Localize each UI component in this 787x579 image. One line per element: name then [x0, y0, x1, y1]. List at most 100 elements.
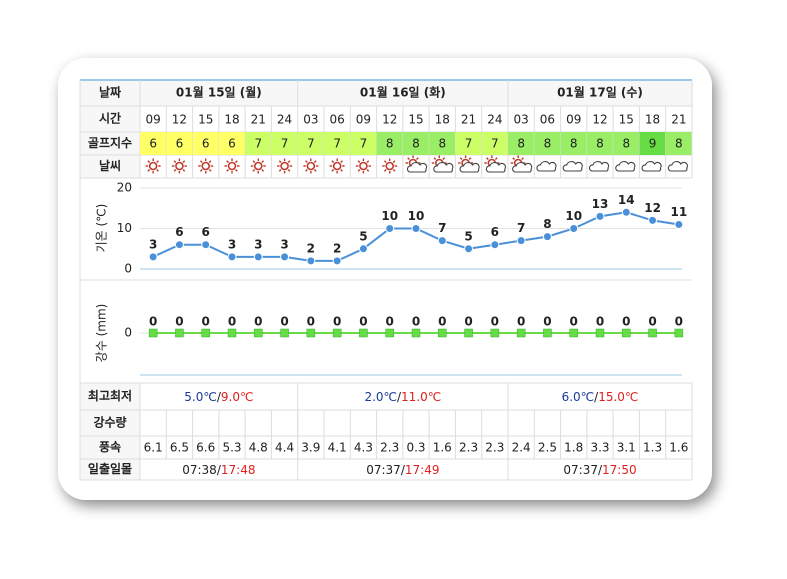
sun-ray	[357, 160, 361, 163]
day-label: 01월 15일 (월)	[176, 85, 262, 100]
time: 12	[172, 113, 187, 127]
weather-icon	[431, 155, 454, 173]
y-tick-label: 0	[124, 326, 132, 340]
max-temp: 6.0℃	[562, 390, 595, 404]
time: 18	[435, 113, 450, 127]
sun-ray	[226, 169, 229, 172]
sun-ray	[226, 160, 229, 163]
cloud-icon	[615, 161, 636, 172]
point	[411, 224, 421, 233]
point	[148, 252, 158, 262]
wind: 2.5	[538, 441, 557, 455]
sun-icon	[385, 161, 395, 171]
min-max: 2.0℃/11.0℃	[364, 390, 441, 404]
point	[674, 328, 684, 338]
separator: /	[594, 390, 599, 404]
point	[306, 328, 316, 338]
cloud-icon	[459, 162, 480, 173]
data-label: 3	[228, 237, 236, 251]
wind: 0.3	[406, 441, 425, 455]
wind: 3.1	[617, 441, 636, 455]
max-temp: 5.0℃	[184, 390, 217, 404]
sun-icon	[148, 161, 158, 171]
wind: 3.3	[590, 441, 609, 455]
golf-index: 8	[386, 137, 394, 151]
golf-index: 8	[412, 137, 420, 151]
point	[569, 328, 578, 338]
wind: 4.4	[275, 441, 294, 455]
point	[175, 328, 184, 338]
golf-index: 7	[465, 137, 473, 151]
sun-ray	[287, 169, 291, 172]
separator: /	[401, 463, 406, 477]
golf-index: 8	[570, 137, 578, 151]
sun-ray	[208, 169, 212, 172]
weather-icon	[382, 158, 398, 174]
sun-ray	[392, 169, 396, 172]
data-label: 5	[464, 229, 472, 243]
point	[516, 236, 526, 246]
weather-icon	[588, 161, 610, 172]
sunset: 17:50	[602, 463, 637, 477]
sun-icon	[175, 161, 184, 171]
weather-icon	[224, 158, 240, 174]
weather-icon	[198, 158, 214, 174]
sun-ray	[199, 160, 203, 163]
point	[306, 256, 316, 266]
time: 06	[330, 113, 345, 127]
sun-ray	[182, 169, 186, 172]
row-label: 골프지수	[88, 135, 132, 150]
data-label: 0	[412, 315, 420, 329]
day-label: 01월 16일 (화)	[360, 85, 446, 100]
point	[490, 328, 500, 338]
sun-times: 07:37/17:50	[563, 463, 636, 477]
cloud-icon	[536, 161, 557, 172]
sun-ray	[235, 160, 238, 163]
day-label: 01월 17일 (수)	[557, 85, 643, 100]
data-label: 0	[648, 315, 656, 329]
data-label: 3	[149, 237, 157, 251]
golf-index: 8	[517, 137, 525, 151]
y-tick-label: 0	[124, 262, 132, 276]
sun-ray	[173, 169, 177, 172]
wind: 6.6	[196, 441, 215, 455]
sun-ray	[383, 160, 387, 163]
sun-ray	[261, 169, 265, 172]
time: 15	[408, 113, 423, 127]
time: 24	[277, 113, 292, 127]
point	[174, 240, 184, 250]
data-label: 3	[280, 237, 288, 251]
point	[411, 328, 421, 338]
weather-icon	[405, 155, 428, 173]
time: 21	[251, 113, 266, 127]
cloud-icon	[512, 162, 533, 173]
point	[280, 252, 290, 262]
sun-ray	[331, 160, 335, 163]
point	[254, 328, 263, 338]
sun-ray	[392, 160, 396, 163]
wind: 2.4	[512, 441, 531, 455]
sun-ray	[156, 169, 159, 172]
sun-ray	[442, 157, 446, 160]
weather-icon	[667, 161, 688, 172]
sun-ray	[416, 157, 419, 160]
weather-icon	[277, 158, 293, 174]
data-label: 0	[543, 315, 551, 329]
wind: 2.3	[380, 441, 399, 455]
point	[359, 328, 368, 338]
wind: 1.8	[564, 441, 583, 455]
data-label: 0	[570, 315, 578, 329]
data-label: 14	[618, 193, 635, 207]
golf-index: 6	[202, 137, 210, 151]
time: 09	[146, 113, 161, 127]
y-tick-label: 10	[117, 221, 132, 235]
sun-icon	[201, 161, 211, 171]
point	[332, 328, 342, 338]
time: 09	[566, 113, 581, 127]
wind: 5.3	[222, 441, 241, 455]
point	[542, 232, 552, 242]
golf-cell	[140, 132, 167, 155]
point	[227, 252, 237, 262]
sun-ray	[512, 157, 516, 160]
data-label: 8	[543, 217, 551, 231]
